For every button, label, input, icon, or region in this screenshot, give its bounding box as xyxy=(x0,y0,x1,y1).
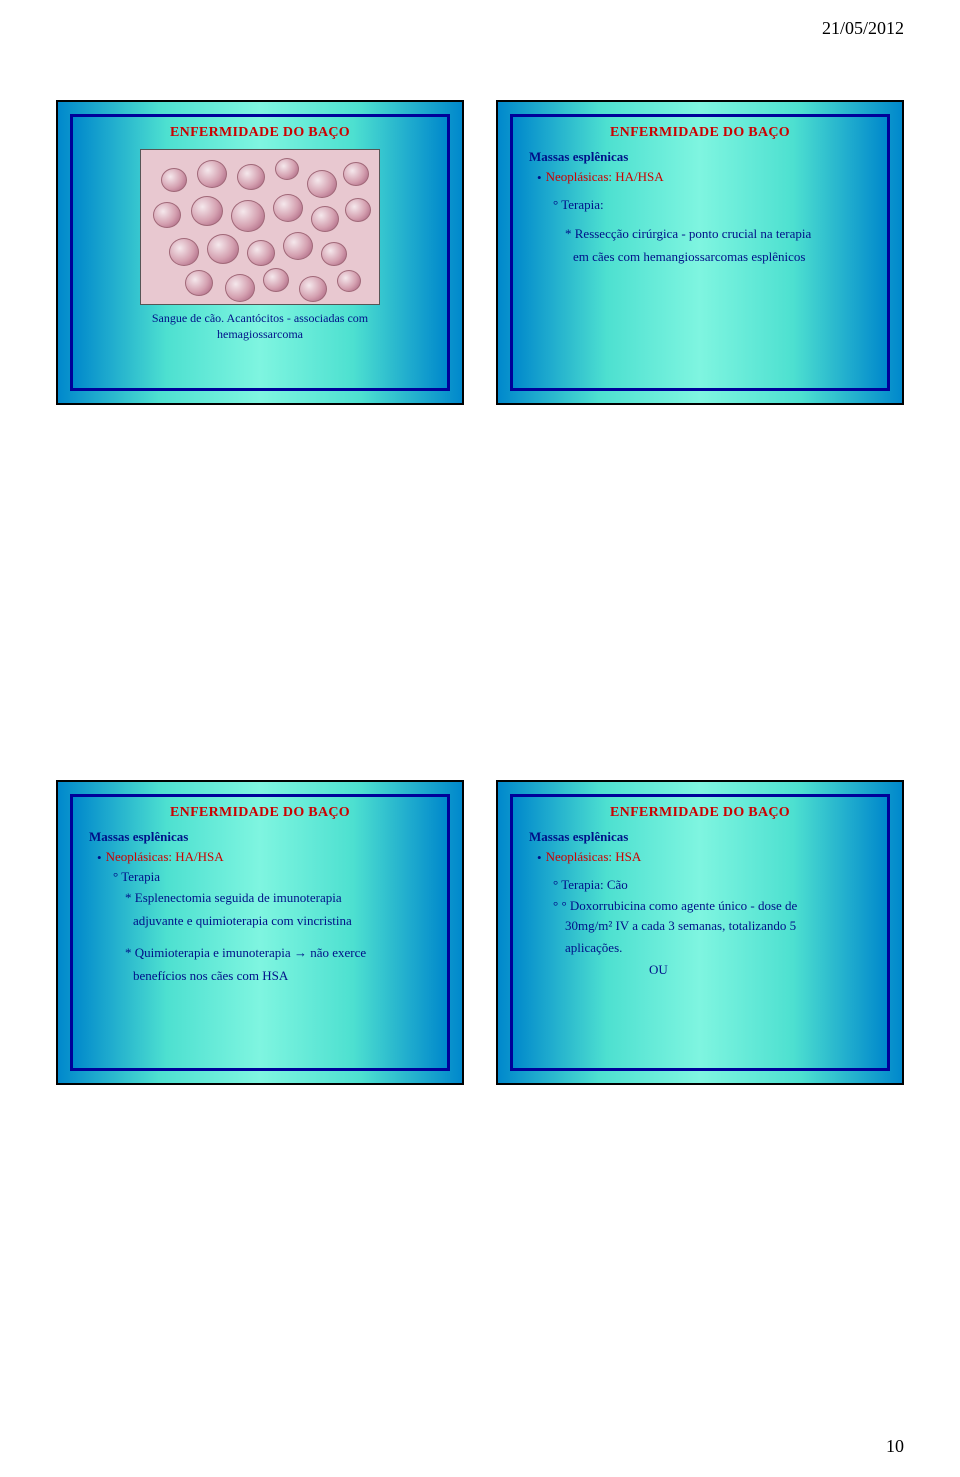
therapy-point-l1: * Ressecção cirúrgica - ponto crucial na… xyxy=(565,224,871,244)
dose-line2: 30mg/m² IV a cada 3 semanas, totalizando… xyxy=(565,916,871,936)
caption-line1: Sangue de cão. Acantócitos - associadas … xyxy=(89,311,431,327)
bullet-item: • Neoplásicas: HA/HSA xyxy=(537,169,871,187)
therapy-label: ° Terapia xyxy=(113,869,431,885)
slide-title: ENFERMIDADE DO BAÇO xyxy=(89,125,431,141)
therapy-point1-l2: adjuvante e quimioterapia com vincristin… xyxy=(133,911,431,931)
section-heading: Massas esplênicas xyxy=(529,149,871,165)
dose-line1: ° ° Doxorrubicina como agente único - do… xyxy=(553,896,871,916)
therapy-label: ° Terapia: xyxy=(553,197,871,213)
bullet-dot-icon: • xyxy=(97,849,102,867)
slide-inner: ENFERMIDADE DO BAÇO Sangue de cão. Acant… xyxy=(70,114,450,391)
bullet-dot-icon: • xyxy=(537,849,542,867)
slide-top-left: ENFERMIDADE DO BAÇO Sangue de cão. Acant… xyxy=(56,100,464,405)
bullet-item: • Neoplásicas: HA/HSA xyxy=(97,849,431,867)
therapy-point2-l1: * Quimioterapia e imunoterapia → não exe… xyxy=(125,943,431,963)
bullet-text: Neoplásicas: HA/HSA xyxy=(546,169,664,185)
slide-bottom-left: ENFERMIDADE DO BAÇO Massas esplênicas • … xyxy=(56,780,464,1085)
slide-inner: ENFERMIDADE DO BAÇO Massas esplênicas • … xyxy=(510,794,890,1071)
bullet-dot-icon: • xyxy=(537,169,542,187)
date-header: 21/05/2012 xyxy=(822,18,904,39)
bullet-text: Neoplásicas: HA/HSA xyxy=(106,849,224,865)
slide-title: ENFERMIDADE DO BAÇO xyxy=(529,805,871,821)
caption-line2: hemagiossarcoma xyxy=(89,327,431,343)
dose-line3: aplicações. xyxy=(565,938,871,958)
section-heading: Massas esplênicas xyxy=(89,829,431,845)
slide-title: ENFERMIDADE DO BAÇO xyxy=(529,125,871,141)
image-caption: Sangue de cão. Acantócitos - associadas … xyxy=(89,311,431,342)
therapy-point1-l1: * Esplenectomia seguida de imunoterapia xyxy=(125,888,431,908)
therapy-point2-l2: benefícios nos cães com HSA xyxy=(133,966,431,986)
page-number: 10 xyxy=(886,1436,904,1457)
slide-inner: ENFERMIDADE DO BAÇO Massas esplênicas • … xyxy=(510,114,890,391)
bullet-item: • Neoplásicas: HSA xyxy=(537,849,871,867)
slide-inner: ENFERMIDADE DO BAÇO Massas esplênicas • … xyxy=(70,794,450,1071)
bullet-text: Neoplásicas: HSA xyxy=(546,849,642,865)
slide-title: ENFERMIDADE DO BAÇO xyxy=(89,805,431,821)
ou-text: OU xyxy=(649,962,871,978)
section-heading: Massas esplênicas xyxy=(529,829,871,845)
slide-top-right: ENFERMIDADE DO BAÇO Massas esplênicas • … xyxy=(496,100,904,405)
therapy-point-l2: em cães com hemangiossarcomas esplênicos xyxy=(573,247,871,267)
microscopy-image xyxy=(140,149,380,305)
slide-bottom-right: ENFERMIDADE DO BAÇO Massas esplênicas • … xyxy=(496,780,904,1085)
therapy-label: ° Terapia: Cão xyxy=(553,877,871,893)
